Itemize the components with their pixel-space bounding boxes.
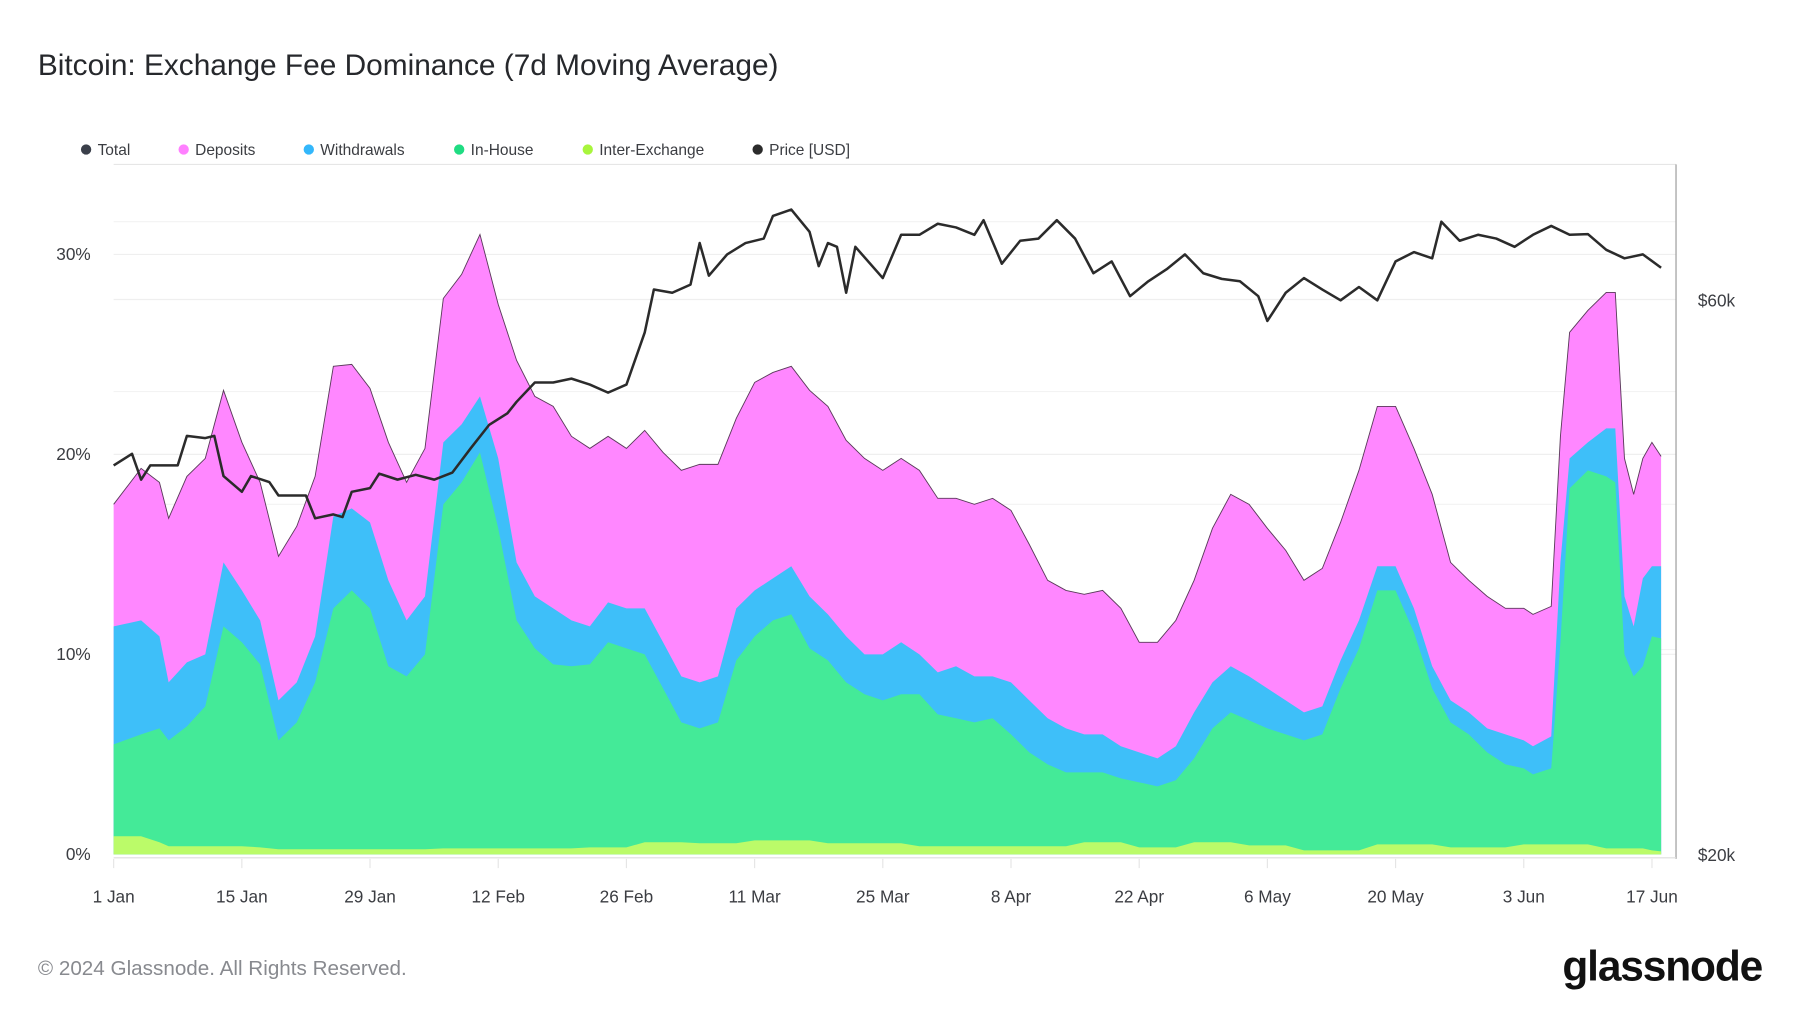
- area-in-house: [113, 452, 1662, 855]
- y-right-tick-label: $60k: [1698, 290, 1736, 310]
- legend-label: Total: [98, 142, 131, 159]
- price-line: [112, 208, 1662, 520]
- legend-dot-icon: [752, 144, 763, 155]
- legend-dot-icon: [582, 144, 593, 155]
- chart-title: Bitcoin: Exchange Fee Dominance (7d Movi…: [38, 49, 779, 82]
- y-tick-label: 30%: [56, 244, 90, 264]
- x-tick-label: 3 Jun: [1503, 887, 1545, 907]
- x-tick-label: 15 Jan: [216, 887, 268, 907]
- area-inter-exchange: [113, 836, 1662, 855]
- x-tick-label: 20 May: [1367, 887, 1424, 907]
- legend-item-price-usd[interactable]: Price [USD]: [752, 142, 850, 159]
- y-tick-label: 10%: [56, 644, 90, 664]
- x-tick-label: 11 Mar: [728, 887, 781, 907]
- x-tick-label: 12 Feb: [471, 887, 525, 907]
- x-tick-label: 26 Feb: [600, 887, 654, 907]
- copyright: © 2024 Glassnode. All Rights Reserved.: [38, 957, 407, 980]
- legend-item-in-house[interactable]: In-House: [454, 142, 534, 159]
- stacked-areas: [113, 234, 1662, 855]
- legend: Total Deposits Withdrawals In-House Inter-Ex…: [80, 142, 850, 159]
- legend-item-deposits[interactable]: Deposits: [178, 142, 256, 159]
- glassnode-logo: glassnode: [1562, 943, 1762, 990]
- legend-item-inter-exchange[interactable]: Inter-Exchange: [582, 142, 705, 159]
- legend-dot-icon: [80, 144, 92, 155]
- x-tick-label: 8 Apr: [991, 887, 1031, 907]
- lines: [112, 208, 1662, 643]
- legend-label: Price [USD]: [769, 142, 850, 159]
- legend-label: Deposits: [195, 142, 256, 159]
- total-line: [113, 233, 1662, 643]
- legend-item-total[interactable]: Total: [80, 142, 131, 159]
- legend-label: Inter-Exchange: [599, 142, 704, 159]
- legend-dot-icon: [303, 144, 314, 155]
- y-tick-label: 0%: [66, 844, 91, 864]
- x-tick-label: 1 Jan: [93, 887, 135, 907]
- legend-label: In-House: [471, 142, 534, 159]
- y-tick-label: 20%: [56, 444, 90, 464]
- x-tick-label: 29 Jan: [344, 887, 396, 907]
- legend-label: Withdrawals: [320, 142, 405, 159]
- legend-item-withdrawals[interactable]: Withdrawals: [303, 142, 405, 159]
- axes: 0% 10% 20% 30% $20k $60k 1 Jan 15 Jan 29 Jan 12 F…: [56, 164, 1736, 907]
- y-right-tick-label: $20k: [1698, 845, 1736, 865]
- x-tick-label: 17 Jun: [1626, 887, 1678, 907]
- legend-dot-icon: [454, 144, 465, 155]
- x-tick-label: 25 Mar: [856, 887, 910, 907]
- x-tick-label: 6 May: [1244, 887, 1291, 907]
- legend-dot-icon: [178, 144, 189, 155]
- x-tick-label: 22 Apr: [1114, 887, 1164, 907]
